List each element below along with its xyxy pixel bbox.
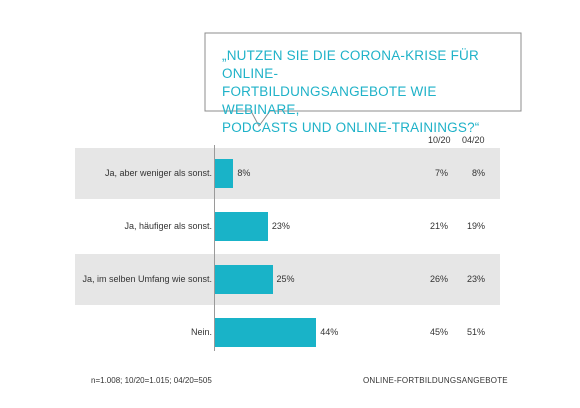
bar-value-label: 23%: [271, 220, 290, 231]
comparison-value-04-20: 8%: [471, 167, 485, 178]
column-header-10-20: 10/20: [428, 135, 451, 145]
question-text: „NUTZEN SIE DIE CORONA-KRISE FÜR ONLINE-…: [222, 47, 512, 137]
row-band-1: [75, 148, 500, 199]
category-label: Nein.: [190, 326, 212, 337]
bar: [215, 318, 317, 347]
comparison-value-04-20: 51%: [466, 326, 485, 337]
question-line-1: „NUTZEN SIE DIE CORONA-KRISE FÜR ONLINE-: [222, 48, 479, 81]
category-label: Ja, aber weniger als sonst.: [104, 167, 212, 178]
question-line-2: FORTBILDUNGSANGEBOTE WIE WEBINARE,: [222, 84, 437, 117]
question-bubble: „NUTZEN SIE DIE CORONA-KRISE FÜR ONLINE-…: [0, 0, 580, 135]
axis-line: [214, 145, 215, 351]
row-band-3: [75, 254, 500, 305]
bar: [215, 265, 273, 294]
bar-value-label: 8%: [237, 167, 251, 178]
comparison-value-10-20: 7%: [434, 167, 448, 178]
bar: [215, 212, 268, 241]
comparison-value-04-20: 19%: [466, 220, 485, 231]
question-line-3: PODCASTS UND ONLINE-TRAININGS?“: [222, 120, 480, 135]
bar-value-label: 25%: [276, 273, 295, 284]
comparison-value-10-20: 26%: [429, 273, 448, 284]
bar-value-label: 44%: [320, 326, 339, 337]
footer-sample-size: n=1.008; 10/20=1.015; 04/20=505: [91, 376, 212, 385]
speech-bubble-shape: [204, 32, 522, 127]
comparison-value-10-20: 21%: [429, 220, 448, 231]
column-header-04-20: 04/20: [462, 135, 485, 145]
bar: [215, 159, 234, 188]
comparison-value-10-20: 45%: [429, 326, 448, 337]
footer-topic: ONLINE-FORTBILDUNGSANGEBOTE: [363, 376, 508, 385]
category-label: Ja, im selben Umfang wie sonst.: [82, 273, 212, 284]
category-label: Ja, häufiger als sonst.: [124, 220, 212, 231]
comparison-value-04-20: 23%: [466, 273, 485, 284]
